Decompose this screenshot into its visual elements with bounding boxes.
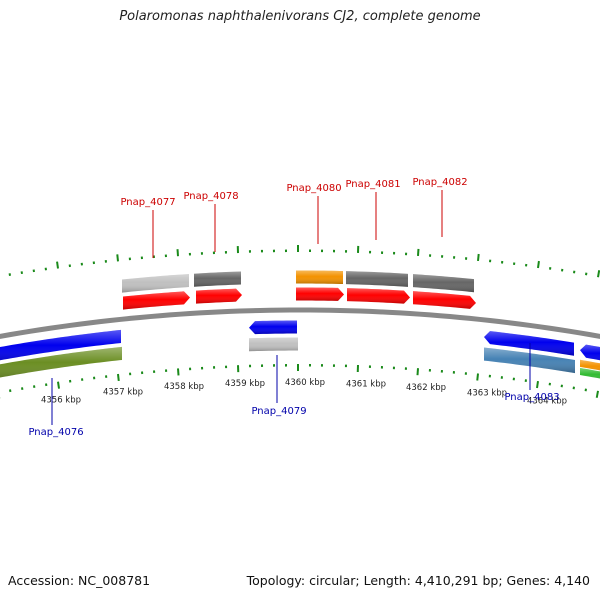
position-axis: 4356 kbp 4357 kbp 4358 kbp 4359 kbp 4360 kbp… — [41, 378, 567, 407]
gene-label-pnap_4083[interactable]: Pnap_4083 — [504, 392, 559, 403]
inner-tick-ring — [0, 363, 599, 399]
gene-shading — [484, 331, 574, 356]
gene-shading — [194, 271, 241, 287]
outer-tick-major — [477, 253, 480, 262]
axis-label: 4357 kbp — [103, 388, 143, 398]
gene-label-pnap_4080[interactable]: Pnap_4080 — [286, 183, 341, 194]
map-title: Polaromonas naphthalenivorans CJ2, compl… — [119, 9, 481, 24]
gene-label-pnap_4076[interactable]: Pnap_4076 — [28, 427, 83, 438]
gene-features — [0, 270, 600, 379]
outer-tick-major — [56, 261, 59, 269]
gene-label-pnap_4079[interactable]: Pnap_4079 — [251, 406, 306, 417]
gene-shading — [580, 359, 600, 371]
axis-label: 4364 kbp — [527, 397, 567, 407]
gene-label-pnap_4078[interactable]: Pnap_4078 — [183, 191, 238, 202]
gene-shading — [196, 288, 242, 304]
gene-shading — [296, 287, 344, 301]
gene-shading — [580, 367, 600, 379]
gene-shading — [0, 329, 121, 361]
outer-tick-ring — [8, 245, 600, 278]
genome-backbone — [0, 307, 600, 339]
axis-label: 4360 kbp — [285, 378, 325, 388]
accession-text: Accession: NC_008781 — [8, 573, 151, 588]
gene-shading — [122, 274, 189, 293]
gene-label-pnap_4077[interactable]: Pnap_4077 — [120, 197, 175, 208]
inner-tick-major — [57, 381, 61, 389]
axis-label: 4358 kbp — [164, 382, 204, 392]
inner-tick-major — [595, 390, 599, 398]
gene-shading — [413, 291, 476, 309]
inner-tick-major — [536, 380, 539, 389]
gene-label-pnap_4081[interactable]: Pnap_4081 — [345, 179, 400, 190]
gene-shading — [249, 337, 298, 352]
axis-label: 4356 kbp — [41, 395, 81, 405]
gene-shading — [123, 291, 190, 310]
gene-label-pnap_4082[interactable]: Pnap_4082 — [412, 177, 467, 188]
gene-shading — [249, 320, 297, 335]
gene-shading — [580, 344, 600, 361]
label-leaders — [51, 190, 531, 425]
topology-text: Topology: circular; Length: 4,410,291 bp… — [246, 573, 590, 588]
inner-tick-major — [177, 368, 180, 376]
inner-tick-major — [117, 373, 120, 382]
axis-label: 4361 kbp — [346, 379, 386, 389]
outer-tick-major — [597, 270, 600, 278]
inner-tick-major — [476, 373, 479, 381]
axis-label: 4359 kbp — [225, 379, 265, 389]
gene-shading — [413, 274, 474, 293]
gene-labels[interactable]: Pnap_4077 Pnap_4078 Pnap_4080 Pnap_4081 Pnap… — [28, 177, 559, 438]
gene-shading — [0, 346, 122, 378]
gene-shading — [346, 271, 408, 287]
gene-shading — [296, 270, 343, 285]
outer-tick-major — [116, 254, 119, 262]
axis-label: 4363 kbp — [467, 389, 507, 399]
gene-shading — [347, 288, 410, 304]
outer-tick-major — [537, 260, 540, 269]
axis-label: 4362 kbp — [406, 383, 446, 393]
